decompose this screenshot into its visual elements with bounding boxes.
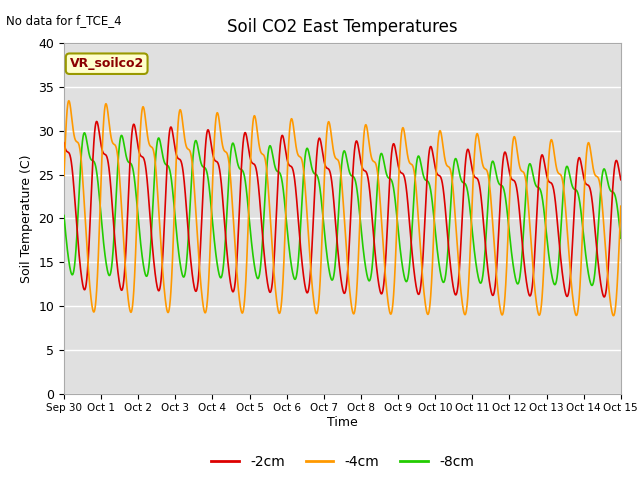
Text: VR_soilco2: VR_soilco2	[70, 57, 144, 70]
Legend: -2cm, -4cm, -8cm: -2cm, -4cm, -8cm	[205, 450, 479, 475]
Title: Soil CO2 East Temperatures: Soil CO2 East Temperatures	[227, 18, 458, 36]
X-axis label: Time: Time	[327, 416, 358, 429]
Text: No data for f_TCE_4: No data for f_TCE_4	[6, 14, 122, 27]
Y-axis label: Soil Temperature (C): Soil Temperature (C)	[20, 154, 33, 283]
